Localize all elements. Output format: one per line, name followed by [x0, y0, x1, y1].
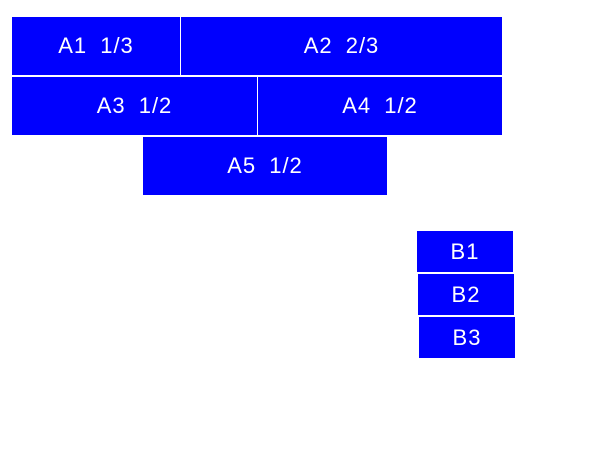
box-b3: B3	[419, 317, 515, 358]
box-a4: A4 1/2	[258, 77, 502, 135]
box-b2: B2	[418, 274, 514, 315]
box-a2: A2 2/3	[181, 17, 502, 75]
box-b1: B1	[417, 231, 513, 272]
box-a5: A5 1/2	[143, 137, 387, 195]
box-a3: A3 1/2	[12, 77, 257, 135]
box-a1: A1 1/3	[12, 17, 180, 75]
